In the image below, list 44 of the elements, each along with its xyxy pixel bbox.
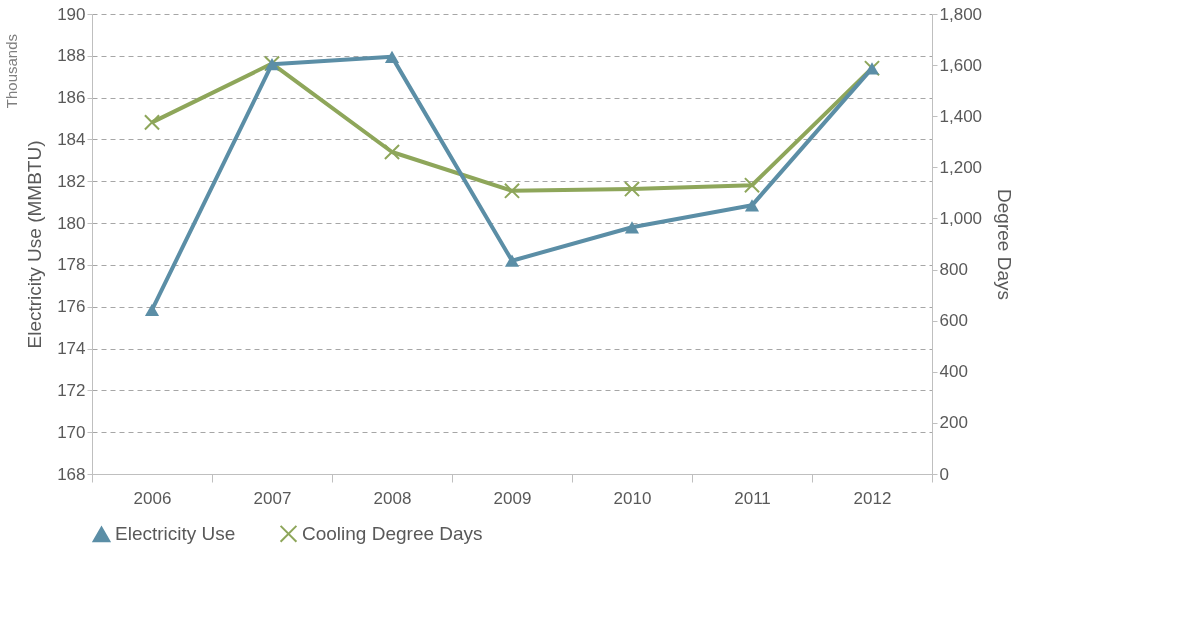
x-tick-label: 2007 [253,488,292,508]
y-tick-label: 182 [57,171,86,191]
legend-label: Cooling Degree Days [302,522,483,544]
y-tick-label: 176 [57,297,86,317]
point [143,114,161,131]
y-tick-label: 190 [57,4,86,24]
y2-tick-label: 1,800 [939,4,983,24]
y2-tick-label: 800 [939,260,968,280]
point [624,221,640,234]
x-tick-label: 2012 [853,488,892,508]
y-tick-label: 174 [57,339,86,359]
y-tick-label: 184 [57,129,86,149]
y-tick-label: 168 [57,464,86,484]
legend-label: Electricity Use [115,523,236,545]
y-tick-label: 186 [57,88,86,108]
y2-axis-title: Degree Days [994,189,1016,300]
y2-tick-label: 1,200 [939,157,983,177]
y-tick-label: 170 [57,422,86,442]
point [384,50,400,63]
y2-tick-label: 1,600 [939,55,983,75]
point [744,199,760,212]
point [144,303,160,316]
text: Thousands [3,34,20,109]
y2-tick-label: 1,400 [939,106,983,126]
x-tick-label: 2010 [613,488,652,508]
y2-tick-label: 600 [939,311,968,331]
y-tick-label: 188 [57,46,86,66]
x-tick-label: 2009 [493,488,532,508]
y2-tick-label: 400 [939,362,968,382]
point [503,182,521,199]
x-tick-label: 2011 [734,488,771,508]
y2-tick-label: 0 [939,464,949,484]
y-tick-label: 172 [57,380,86,400]
x-tick-label: 2008 [373,488,412,508]
y-axis-title: Electricity Use (MMBTU) [24,140,46,349]
y2-tick-label: 200 [939,413,968,433]
y-tick-label: 178 [57,255,86,275]
y-tick-label: 180 [57,213,86,233]
x-tick-label: 2006 [133,488,172,508]
point [383,143,401,161]
y2-tick-label: 1,000 [939,208,983,228]
point [743,177,761,194]
point [504,254,520,267]
point [623,180,641,198]
